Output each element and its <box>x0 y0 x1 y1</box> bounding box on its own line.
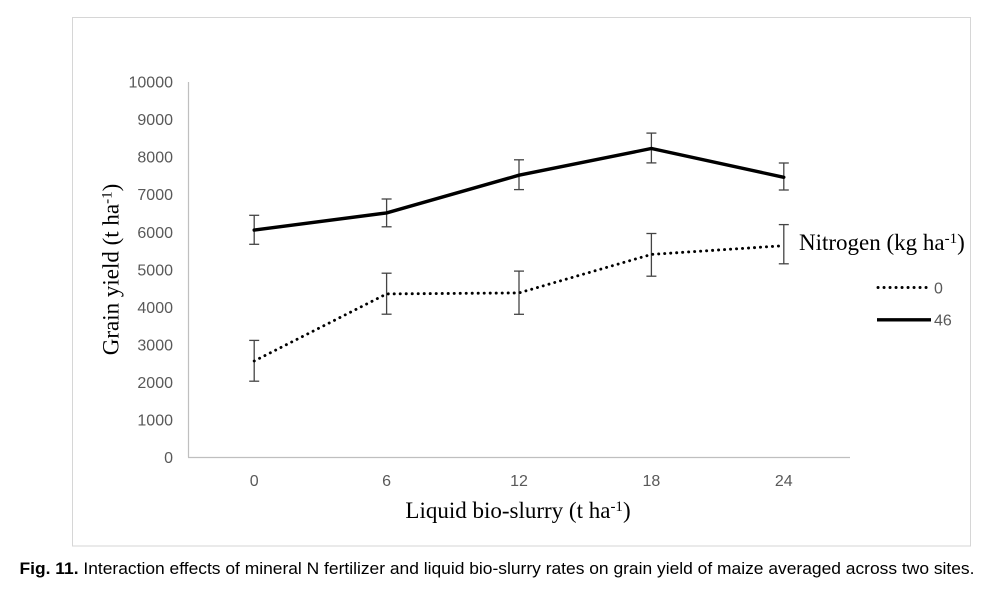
svg-text:12: 12 <box>510 473 528 490</box>
svg-text:8000: 8000 <box>137 150 173 167</box>
svg-text:5000: 5000 <box>137 262 173 279</box>
svg-text:1000: 1000 <box>137 413 173 430</box>
svg-text:Nitrogen (kg ha-1): Nitrogen (kg ha-1) <box>799 230 965 255</box>
svg-text:0: 0 <box>164 450 173 467</box>
svg-text:24: 24 <box>775 473 793 490</box>
svg-text:2000: 2000 <box>137 375 173 392</box>
svg-text:6: 6 <box>382 473 391 490</box>
svg-text:0: 0 <box>934 280 943 297</box>
svg-text:4000: 4000 <box>137 300 173 317</box>
svg-text:Grain yield (t ha-1): Grain yield (t ha-1) <box>99 184 124 356</box>
svg-text:3000: 3000 <box>137 337 173 354</box>
svg-text:9000: 9000 <box>137 112 173 129</box>
svg-text:18: 18 <box>643 473 661 490</box>
svg-text:10000: 10000 <box>129 75 174 92</box>
svg-text:46: 46 <box>934 313 952 330</box>
svg-text:Liquid bio-slurry (t ha-1): Liquid bio-slurry (t ha-1) <box>405 498 630 523</box>
svg-text:0: 0 <box>250 473 259 490</box>
svg-text:6000: 6000 <box>137 225 173 242</box>
svg-text:7000: 7000 <box>137 187 173 204</box>
svg-text:Fig. 11. Interaction effects o: Fig. 11. Interaction effects of mineral … <box>20 559 975 578</box>
